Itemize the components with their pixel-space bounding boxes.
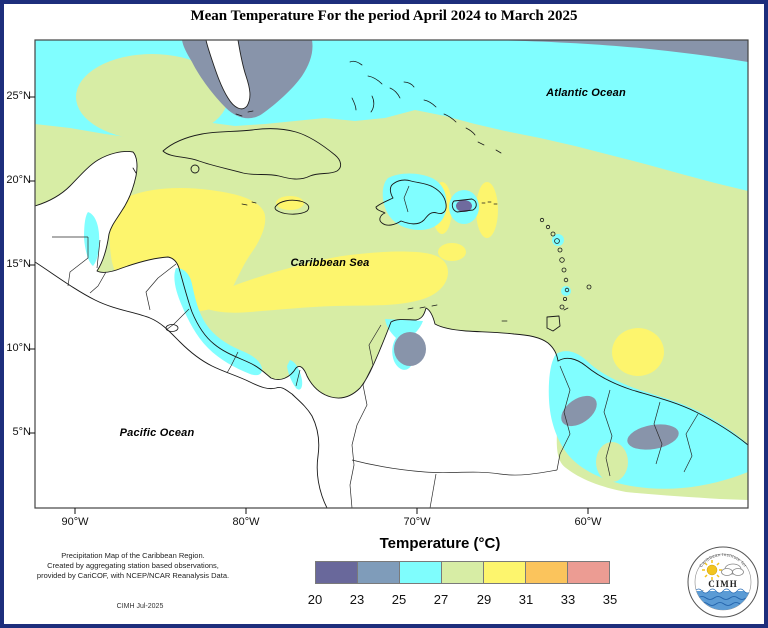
lon-label-70w: 70°W <box>403 516 431 528</box>
jamaica-outline <box>274 199 310 215</box>
page-title: Mean Temperature For the period April 20… <box>190 8 578 24</box>
legend-tick-33: 33 <box>560 592 576 607</box>
region-yellow-pr-south <box>438 243 466 261</box>
lat-label-10n: 10°N <box>6 342 31 354</box>
country-borders <box>52 185 699 508</box>
logo-cloud-icon <box>721 563 744 576</box>
legend-segment-33-35 <box>568 562 609 583</box>
legend-segment-23-25 <box>358 562 400 583</box>
lake-nicaragua-outline <box>165 324 179 332</box>
region-gray-suriname <box>627 424 679 450</box>
atlantic-ocean-label: Atlantic Ocean <box>546 87 626 99</box>
region-green-gulf-bulge <box>76 54 228 140</box>
legend-tick-25: 25 <box>391 592 407 607</box>
credit-line: provided by CariCOF, with NCEP/NCAR Rean… <box>36 571 230 580</box>
region-yellow-pr-east <box>476 182 498 238</box>
region-cyan-guadeloupe <box>552 234 564 246</box>
region-gray-maracaibo <box>394 332 426 366</box>
lat-label-15n: 15°N <box>6 258 31 270</box>
legend-segment-29-31 <box>484 562 526 583</box>
isle-of-youth-outline <box>190 164 200 174</box>
coastline-guianas <box>557 357 748 446</box>
pacific-ocean-label: Pacific Ocean <box>119 427 195 439</box>
caribbean-sea-label: Caribbean Sea <box>290 257 370 269</box>
logo-waves <box>695 588 751 610</box>
lat-label-5n: 5°N <box>12 426 31 438</box>
region-gray-top-edge <box>488 40 748 62</box>
region-yellow-central-band <box>196 251 448 313</box>
legend-tick-27: 27 <box>433 592 449 607</box>
cuba-outline <box>162 128 342 180</box>
lon-label-60w: 60°W <box>574 516 602 528</box>
legend-tick-20: 20 <box>307 592 323 607</box>
region-yellow-atlantic-se <box>612 328 664 376</box>
footer-stamp: CIMH Jul-2025 <box>116 603 164 610</box>
lat-label-20n: 20°N <box>6 174 31 186</box>
coastline-pacific <box>35 261 328 508</box>
legend-tick-23: 23 <box>349 592 365 607</box>
region-green-guyana-hole <box>596 442 628 482</box>
region-cyan-hispaniola <box>382 173 447 230</box>
legend-segment-31-33 <box>526 562 568 583</box>
logo-acronym: CIMH <box>708 579 738 589</box>
legend-tick-31: 31 <box>518 592 534 607</box>
legend-segment-25-27 <box>400 562 442 583</box>
region-gray-evenezuela <box>561 395 597 427</box>
legend-segment-27-29 <box>442 562 484 583</box>
legend-colorbar <box>315 561 610 584</box>
legend-tick-29: 29 <box>476 592 492 607</box>
logo-sun-icon <box>702 560 722 580</box>
footer-credits: Precipitation Map of the Caribbean Regio… <box>25 551 241 581</box>
legend-title: Temperature (°C) <box>379 535 501 552</box>
credit-line: Created by aggregating station based obs… <box>47 561 219 570</box>
tobago-margarita-abc <box>132 167 569 322</box>
bahamas-outlines <box>349 60 502 154</box>
region-cyan-panama-coast <box>287 360 303 390</box>
puertorico-outline <box>451 198 477 213</box>
hispaniola-outline <box>375 179 447 226</box>
cimh-logo: Caribbean Institute for Meteorology and … <box>687 546 759 618</box>
region-yellow-jamaica <box>276 196 304 210</box>
florida-landmass <box>205 40 251 110</box>
map-frame <box>34 39 749 509</box>
virgin-islands-dots <box>481 201 498 205</box>
florida-keys <box>235 110 254 117</box>
lon-label-90w: 90°W <box>61 516 89 528</box>
coastline-caribbean <box>35 151 559 399</box>
region-purple-puertorico <box>456 200 472 212</box>
lat-label-25n: 25°N <box>6 90 31 102</box>
legend-tick-35: 35 <box>602 592 618 607</box>
axis-ticks <box>29 96 589 514</box>
lon-label-80w: 80°W <box>232 516 260 528</box>
lesser-antilles-outlines <box>539 217 592 310</box>
islands <box>132 60 592 332</box>
credit-line: Precipitation Map of the Caribbean Regio… <box>61 551 205 560</box>
legend-segment-20-23 <box>316 562 358 583</box>
trinidad-outline <box>546 315 561 332</box>
